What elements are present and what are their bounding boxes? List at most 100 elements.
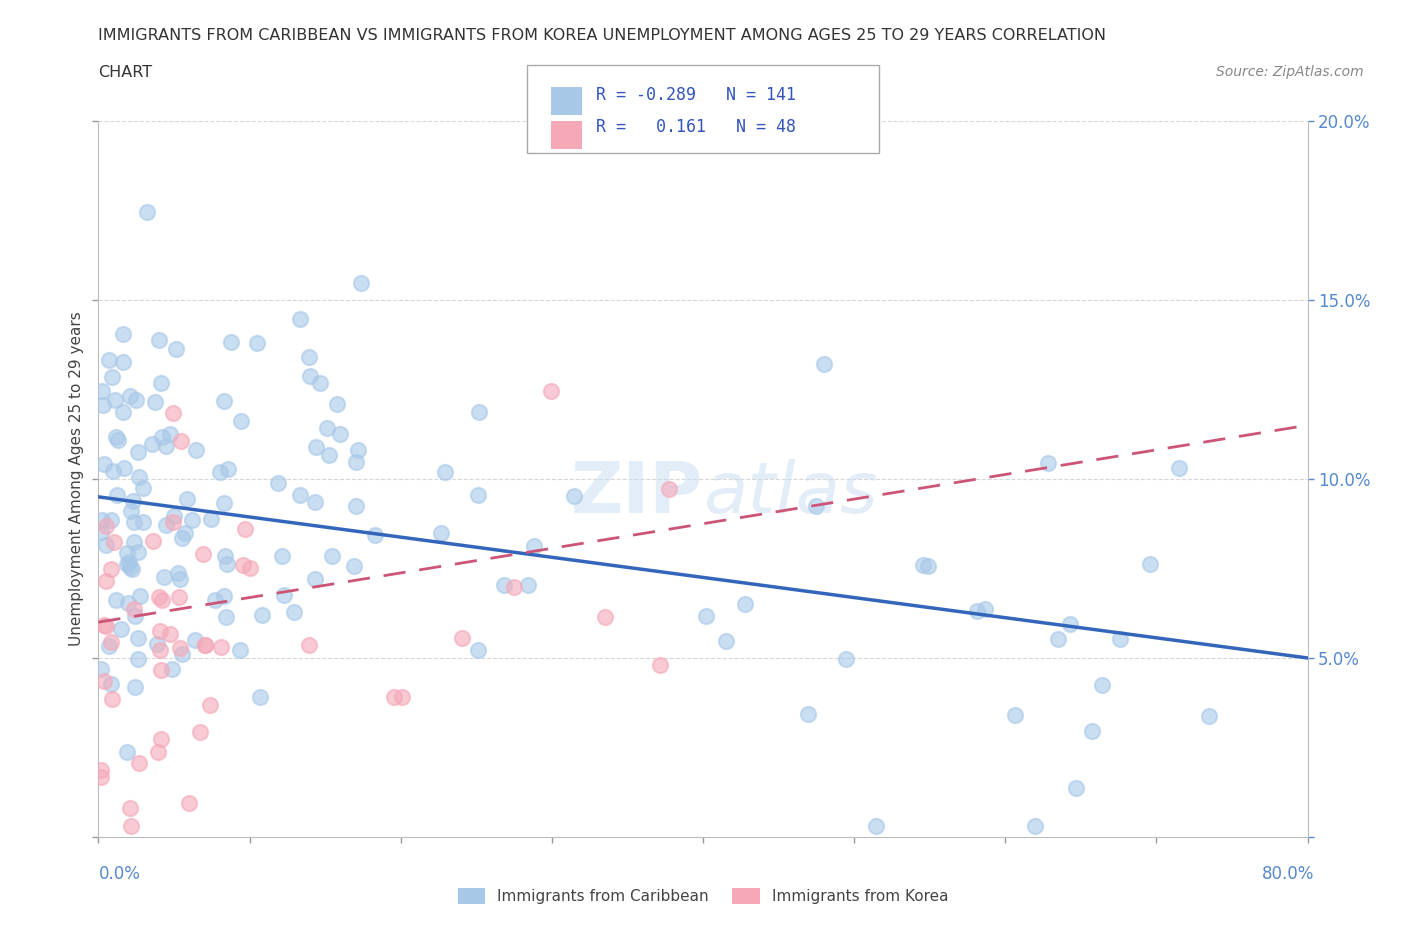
Point [152,570,174,585]
Legend: Immigrants from Caribbean, Immigrants from Korea: Immigrants from Caribbean, Immigrants fr… [450,881,956,911]
Point [299,368,322,383]
Point [112,461,135,476]
Point [648,658,671,673]
Point [129,589,152,604]
Point [100,676,122,691]
Point [813,356,835,371]
Point [200,512,222,526]
Point [115,745,138,760]
Point [191,547,214,562]
Point [120,389,142,404]
Point [104,430,127,445]
Point [266,475,288,490]
Point [347,443,370,458]
Point [90,662,112,677]
Point [124,680,146,695]
Point [204,592,226,607]
Point [183,632,205,647]
Point [115,546,138,561]
Point [350,276,373,291]
Point [214,393,236,408]
Point [308,376,330,391]
Point [1036,456,1059,471]
Point [127,545,149,560]
Point [219,335,242,350]
Point [93,673,115,688]
Point [714,633,737,648]
Point [91,512,114,527]
Point [172,646,194,661]
Point [540,383,562,398]
Point [304,495,326,510]
Point [215,557,238,572]
Point [149,731,172,746]
Point [177,795,200,810]
Point [209,640,232,655]
Point [239,561,262,576]
Point [128,469,150,484]
Point [593,610,616,625]
Point [283,604,305,619]
Point [180,512,202,527]
Point [249,690,271,705]
Point [91,383,114,398]
Point [804,498,827,513]
Text: R = -0.289   N = 141: R = -0.289 N = 141 [596,86,796,104]
Point [150,430,173,445]
Point [169,641,191,656]
Point [112,405,135,419]
Text: Source: ZipAtlas.com: Source: ZipAtlas.com [1216,65,1364,79]
Point [217,462,239,477]
Point [1168,460,1191,475]
Point [1109,631,1132,646]
Point [93,618,115,632]
Point [173,526,195,541]
Point [124,608,146,623]
Point [149,623,172,638]
Point [1198,709,1220,724]
Point [835,652,858,667]
Point [94,538,117,552]
Point [434,464,457,479]
Point [214,609,236,624]
Point [120,560,142,575]
Point [184,443,207,458]
Point [298,637,321,652]
Point [124,392,146,407]
Point [111,326,134,341]
Point [111,354,134,369]
Point [149,643,172,658]
Point [91,397,114,412]
Point [132,514,155,529]
Point [865,818,887,833]
Point [170,433,193,448]
Point [148,590,170,604]
Point [121,562,143,577]
Point [329,427,352,442]
Text: atlas: atlas [703,458,877,527]
Point [149,663,172,678]
Point [343,558,366,573]
Point [318,448,340,463]
Point [90,525,112,539]
Point [271,549,294,564]
Point [194,637,217,652]
Point [290,487,312,502]
Point [233,522,256,537]
Point [214,549,236,564]
Point [229,413,252,428]
Point [1004,708,1026,723]
Point [101,369,124,384]
Point [142,534,165,549]
Y-axis label: Unemployment Among Ages 25 to 29 years: Unemployment Among Ages 25 to 29 years [69,312,84,646]
Text: R =   0.161   N = 48: R = 0.161 N = 48 [596,118,796,136]
Point [911,557,934,572]
Point [1066,780,1088,795]
Point [209,465,232,480]
Point [232,557,254,572]
Point [523,538,546,553]
Point [212,589,235,604]
Point [917,558,939,573]
Point [797,707,820,722]
Point [1046,631,1069,646]
